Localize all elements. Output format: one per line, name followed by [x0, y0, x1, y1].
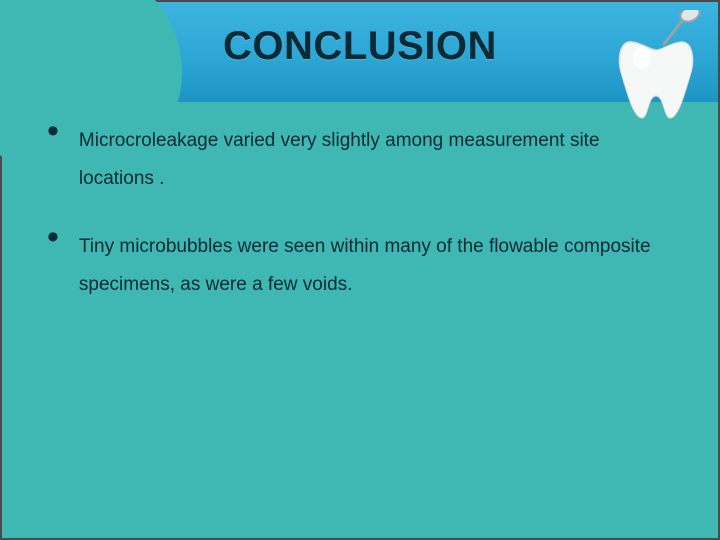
list-item: • Tiny microbubbles were seen within man…: [47, 228, 673, 304]
list-item: • Microcroleakage varied very slightly a…: [47, 122, 673, 198]
mirror-icon: [664, 10, 702, 44]
bullet-text: Tiny microbubbles were seen within many …: [79, 228, 673, 304]
slide: CONCLUSION • Microcroleakage varied very…: [0, 0, 720, 540]
bullet-icon: •: [47, 226, 59, 248]
tooth-body-icon: [619, 42, 693, 118]
bullet-icon: •: [47, 120, 59, 142]
slide-title: CONCLUSION: [2, 24, 718, 69]
bullet-text: Microcroleakage varied very slightly amo…: [79, 122, 673, 198]
content-area: • Microcroleakage varied very slightly a…: [47, 122, 673, 334]
tooth-icon: [614, 10, 704, 130]
